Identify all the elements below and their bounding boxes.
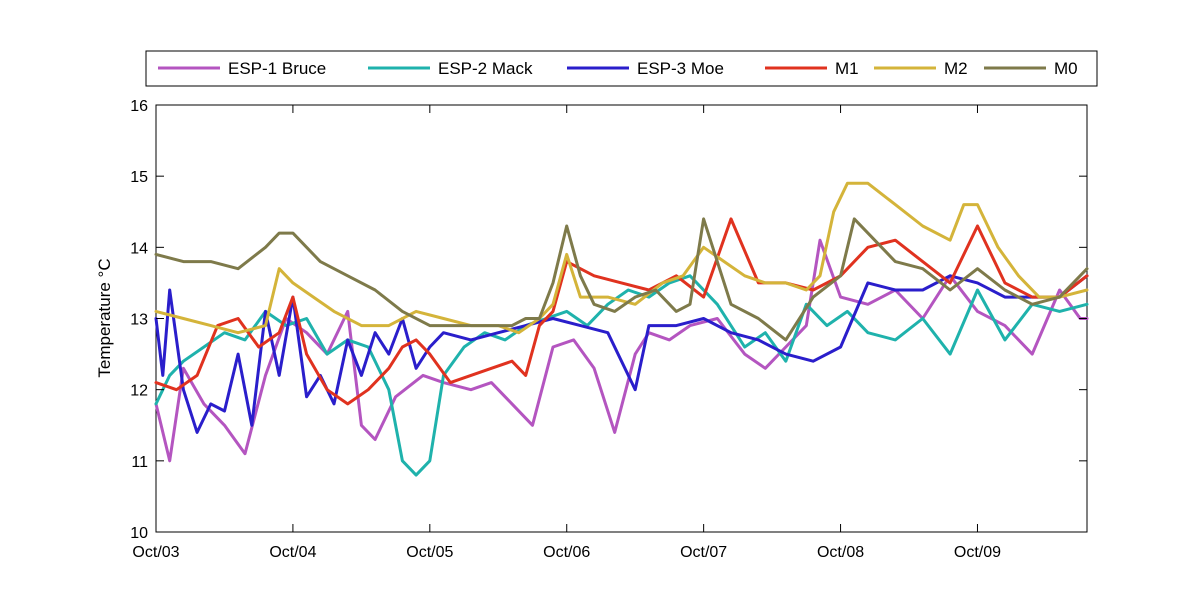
y-axis-ticks: 10 11 12 13 14 15 16 — [130, 98, 1087, 542]
series-line-5 — [154, 217, 1089, 342]
y-tick-label: 12 — [130, 383, 148, 400]
y-axis-label: Temperature °C — [95, 258, 114, 377]
x-tick-label: Oct/03 — [132, 544, 179, 561]
legend-label-4: M2 — [944, 59, 968, 78]
plot-area — [155, 104, 1088, 533]
legend-label-3: M1 — [835, 59, 859, 78]
x-tick-label: Oct/07 — [680, 544, 727, 561]
x-axis-ticks: Oct/03 Oct/04 Oct/05 Oct/06 Oct/07 Oct/08 Oct/… — [132, 105, 1001, 561]
legend-label-2: ESP-3 Moe — [637, 59, 724, 78]
y-tick-label: 15 — [130, 169, 148, 186]
x-tick-label: Oct/04 — [269, 544, 316, 561]
legend-label-1: ESP-2 Mack — [438, 59, 533, 78]
x-tick-label: Oct/08 — [817, 544, 864, 561]
y-tick-label: 13 — [130, 312, 148, 329]
series-line-2 — [154, 274, 1089, 434]
legend-label-5: M0 — [1054, 59, 1078, 78]
series-lines — [154, 181, 1089, 477]
y-tick-label: 16 — [130, 98, 148, 115]
x-tick-label: Oct/05 — [406, 544, 453, 561]
x-tick-label: Oct/06 — [543, 544, 590, 561]
x-tick-label: Oct/09 — [954, 544, 1001, 561]
legend-label-0: ESP-1 Bruce — [228, 59, 326, 78]
y-tick-label: 14 — [130, 240, 148, 257]
y-tick-label: 10 — [130, 525, 148, 542]
y-tick-label: 11 — [131, 454, 148, 471]
series-line-1 — [154, 274, 1089, 477]
series-line-3 — [154, 217, 1089, 406]
legend: ESP-1 Bruce ESP-2 Mack ESP-3 Moe M1 M2 M0 — [145, 50, 1098, 87]
